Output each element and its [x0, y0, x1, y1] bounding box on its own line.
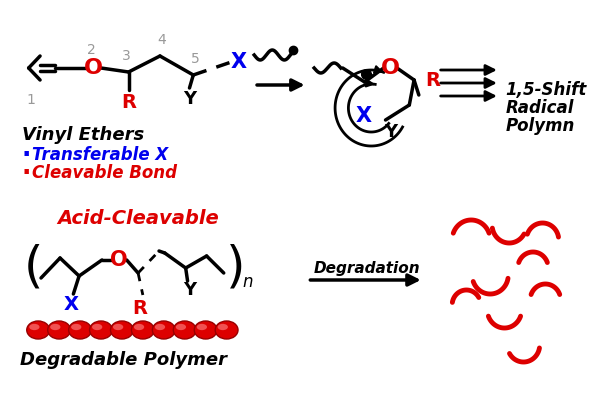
Text: 4: 4 [158, 33, 166, 47]
Text: Polymn: Polymn [506, 117, 575, 135]
Ellipse shape [194, 321, 217, 339]
Ellipse shape [152, 321, 175, 339]
Ellipse shape [29, 324, 40, 330]
Text: Y: Y [183, 90, 196, 108]
Ellipse shape [111, 321, 133, 339]
Text: Degradation: Degradation [313, 260, 420, 276]
Text: X: X [356, 106, 371, 126]
Ellipse shape [218, 324, 228, 330]
Text: Acid-Cleavable: Acid-Cleavable [57, 208, 219, 228]
Text: Vinyl Ethers: Vinyl Ethers [22, 126, 144, 144]
Ellipse shape [69, 321, 92, 339]
Text: R: R [132, 300, 147, 319]
Text: O: O [110, 250, 128, 270]
Text: Y: Y [183, 281, 196, 299]
Text: Cleavable Bond: Cleavable Bond [31, 164, 176, 182]
Ellipse shape [113, 324, 123, 330]
Text: R: R [426, 70, 441, 90]
Ellipse shape [131, 321, 154, 339]
Ellipse shape [71, 324, 81, 330]
Ellipse shape [92, 324, 102, 330]
Text: Degradable Polymer: Degradable Polymer [20, 351, 228, 369]
Ellipse shape [173, 321, 196, 339]
Text: Radical: Radical [506, 99, 574, 117]
Text: n: n [243, 273, 253, 291]
Ellipse shape [50, 324, 60, 330]
Ellipse shape [134, 324, 144, 330]
Text: 3: 3 [122, 49, 131, 63]
Ellipse shape [90, 321, 113, 339]
Text: (: ( [24, 244, 43, 292]
Ellipse shape [155, 324, 165, 330]
Text: ·: · [22, 161, 31, 185]
Text: Transferable X: Transferable X [31, 146, 168, 164]
Text: O: O [381, 58, 400, 78]
Text: 1,5-Shift: 1,5-Shift [506, 81, 587, 99]
Text: ): ) [226, 244, 245, 292]
Ellipse shape [215, 321, 238, 339]
Text: X: X [64, 295, 79, 313]
Text: ·: · [22, 143, 31, 167]
Ellipse shape [26, 321, 49, 339]
Text: O: O [84, 58, 103, 78]
Text: Y: Y [383, 123, 397, 141]
Text: X: X [231, 52, 247, 72]
Text: 2: 2 [87, 43, 96, 57]
Ellipse shape [48, 321, 70, 339]
Text: 5: 5 [191, 52, 200, 66]
Text: 1: 1 [26, 93, 35, 107]
Text: R: R [121, 92, 136, 112]
Ellipse shape [176, 324, 186, 330]
Ellipse shape [197, 324, 207, 330]
